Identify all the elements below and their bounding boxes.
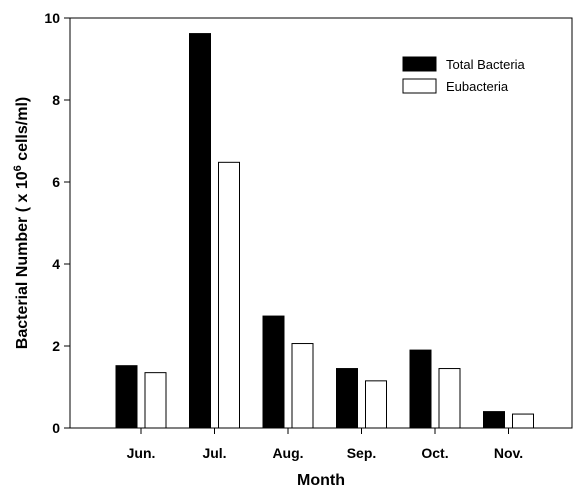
x-tick-label: Nov. [494,445,523,461]
bar-eubacteria [144,372,167,429]
y-tick-label: 10 [44,10,60,26]
y-tick-label: 4 [52,256,60,272]
legend-swatch-total-bacteria [402,56,437,72]
y-axis-title: Bacterial Number ( x 106 cells/ml) [12,97,31,349]
bar-total-bacteria [336,368,358,429]
x-tick-label: Jul. [202,445,226,461]
bar-series [115,33,534,429]
bar-eubacteria [512,413,534,429]
bar-eubacteria [438,368,461,429]
bar-eubacteria [218,161,240,429]
x-tick-label: Oct. [421,445,448,461]
legend-label-total-bacteria: Total Bacteria [446,57,526,72]
x-tick-label: Sep. [347,445,377,461]
x-tick-label: Jun. [127,445,156,461]
x-tick-label: Aug. [272,445,303,461]
bar-total-bacteria [115,365,138,429]
y-tick-label: 0 [52,420,60,436]
x-axis-title: Month [297,472,345,489]
y-tick-label: 8 [52,92,60,108]
legend-swatch-eubacteria [402,78,437,94]
y-axis: 0 2 4 6 8 10 [44,10,70,436]
bar-total-bacteria [262,315,285,429]
y-axis-title-exponent: 6 [12,165,24,171]
legend-label-eubacteria: Eubacteria [446,79,509,94]
bar-eubacteria [291,343,314,429]
bar-eubacteria [365,380,387,429]
bar-total-bacteria [409,349,432,429]
bar-total-bacteria [189,33,211,429]
y-axis-title-unit: cells/ml) [14,97,31,165]
y-axis-title-main: Bacterial Number ( x 10 [14,171,31,349]
y-tick-label: 2 [52,338,60,354]
y-tick-label: 6 [52,174,60,190]
bar-total-bacteria [483,411,505,429]
plot-frame [69,17,573,429]
legend: Total Bacteria Eubacteria [402,56,526,94]
x-axis: Jun. Jul. Aug. Sep. Oct. Nov. [127,428,523,461]
